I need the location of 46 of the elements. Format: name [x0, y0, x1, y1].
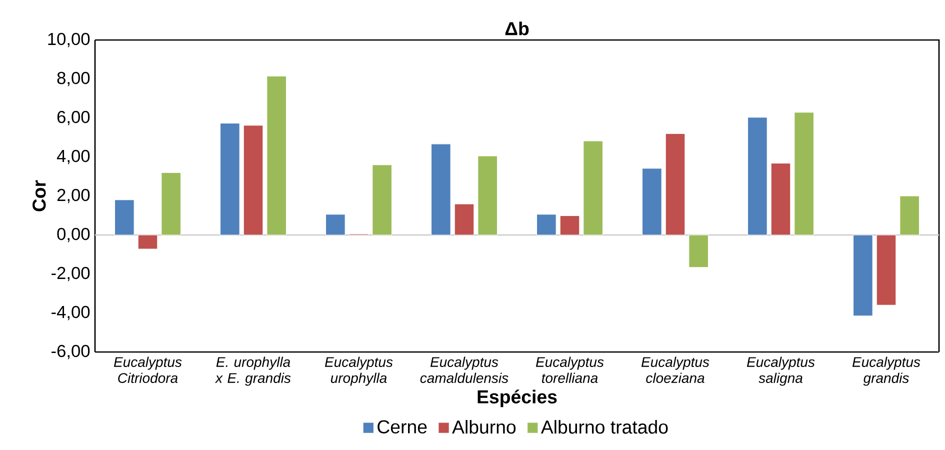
- y-axis-title: Cor: [32, 180, 46, 212]
- bar: [583, 140, 604, 236]
- bar: [372, 164, 392, 236]
- bar: [138, 234, 158, 250]
- x-tick-label: Eucalyptus cloeziana: [641, 356, 710, 383]
- bar: [536, 214, 556, 236]
- bar: [430, 144, 451, 236]
- x-tick-label: Eucalyptus camaldulensis: [420, 356, 508, 383]
- x-tick-label: Eucalyptus Citriodora: [114, 356, 182, 383]
- y-tick-label: -6,00: [52, 344, 90, 360]
- legend-label: Alburno tratado: [540, 420, 668, 434]
- x-tick-label: E. urophylla x E. grandis: [214, 356, 291, 386]
- y-tick-label: 10,00: [48, 32, 90, 48]
- y-tick-label: -2,00: [52, 266, 90, 282]
- bar: [688, 234, 709, 268]
- x-tick-label: Eucalyptus torelliana: [536, 356, 604, 383]
- bar: [770, 162, 791, 236]
- bar: [560, 215, 580, 236]
- bar: [642, 168, 662, 236]
- x-tick-label: Eucalyptus grandis: [852, 356, 920, 386]
- y-tick-label: -4,00: [52, 306, 90, 320]
- x-tick-label: Eucalyptus saligna: [746, 356, 815, 386]
- x-axis-title: Espécies: [478, 390, 557, 408]
- bar: [794, 112, 814, 236]
- bar: [665, 133, 686, 236]
- bar: [220, 122, 240, 236]
- bar: [876, 234, 896, 306]
- bar: [852, 234, 873, 316]
- y-tick-label: 2,00: [57, 188, 90, 204]
- y-tick-label: 6,00: [57, 110, 90, 126]
- legend-label: Cerne: [378, 420, 427, 434]
- bar: [114, 200, 134, 236]
- bar: [325, 214, 346, 236]
- chart-title: Δb: [505, 22, 529, 36]
- y-tick-label: 8,00: [57, 72, 90, 86]
- bar: [161, 172, 182, 236]
- legend-label: Alburno: [452, 420, 516, 434]
- bar: [243, 125, 264, 236]
- y-tick-label: 4,00: [56, 150, 90, 164]
- bar: [747, 117, 768, 236]
- bar: [900, 196, 920, 236]
- bar: [478, 156, 498, 236]
- x-tick-label: Eucalyptus urophylla: [324, 356, 393, 386]
- bar: [454, 204, 474, 236]
- y-tick-label: 0,00: [57, 228, 90, 242]
- bar: [266, 76, 287, 236]
